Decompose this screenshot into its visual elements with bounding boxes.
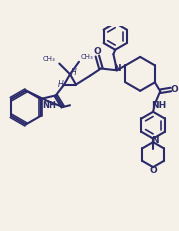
Text: CH₃: CH₃ [81,54,93,60]
Text: H: H [71,68,76,77]
Text: H: H [58,80,63,89]
Text: N: N [113,64,121,73]
Text: O: O [149,166,157,175]
Text: CH₃: CH₃ [43,56,56,62]
Text: O: O [170,85,178,94]
Text: N: N [151,136,159,145]
Text: O: O [93,47,101,56]
Text: NH: NH [151,101,166,110]
Text: NH: NH [42,101,56,110]
